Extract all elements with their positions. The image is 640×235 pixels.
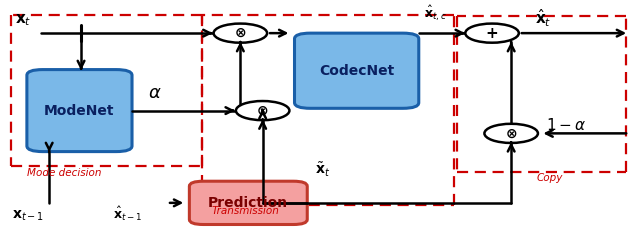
Text: ⊗: ⊗	[257, 104, 268, 118]
FancyBboxPatch shape	[189, 181, 307, 224]
Text: Mode decision: Mode decision	[27, 168, 101, 177]
FancyBboxPatch shape	[294, 33, 419, 108]
Circle shape	[236, 101, 289, 120]
Text: $1-\alpha$: $1-\alpha$	[545, 117, 586, 133]
Text: Prediction: Prediction	[208, 196, 289, 210]
Text: ⊗: ⊗	[234, 26, 246, 40]
Text: $\mathbf{x}_{t-1}$: $\mathbf{x}_{t-1}$	[12, 209, 44, 223]
FancyBboxPatch shape	[27, 70, 132, 152]
Text: Copy: Copy	[537, 173, 563, 183]
Text: $\hat{\mathbf{x}}_t$: $\hat{\mathbf{x}}_t$	[535, 7, 551, 29]
Circle shape	[465, 24, 519, 43]
Text: $\hat{\mathbf{x}}_{t-1}$: $\hat{\mathbf{x}}_{t-1}$	[113, 205, 142, 223]
Text: ModeNet: ModeNet	[44, 104, 115, 118]
Text: ⊗: ⊗	[506, 126, 517, 140]
Circle shape	[484, 124, 538, 143]
Text: +: +	[486, 26, 499, 41]
Text: $\tilde{\mathbf{x}}_t$: $\tilde{\mathbf{x}}_t$	[315, 161, 330, 179]
Text: CodecNet: CodecNet	[319, 64, 394, 78]
Text: $\mathbf{x}_t$: $\mathbf{x}_t$	[15, 12, 32, 27]
Text: $\hat{\mathbf{x}}_{t,c}$: $\hat{\mathbf{x}}_{t,c}$	[424, 4, 447, 24]
Circle shape	[214, 24, 267, 43]
Text: Transmission: Transmission	[212, 206, 280, 216]
Text: $\alpha$: $\alpha$	[148, 84, 161, 102]
